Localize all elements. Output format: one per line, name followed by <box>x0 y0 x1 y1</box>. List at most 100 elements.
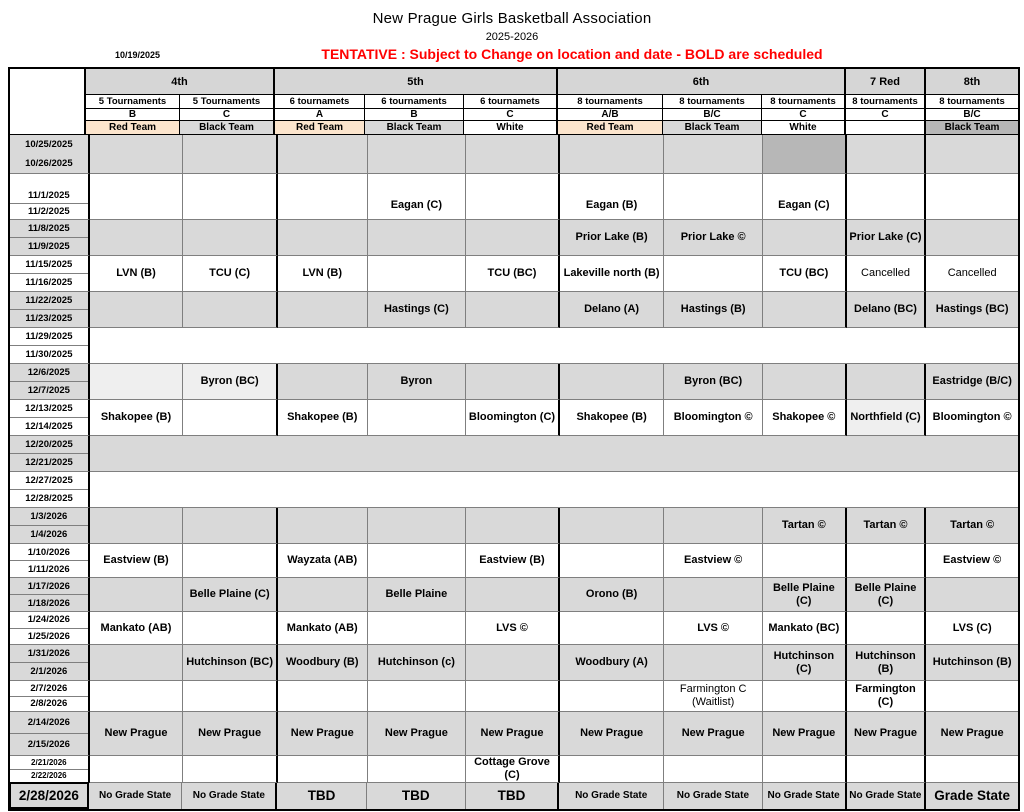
date-cell: 11/15/2025 11/16/2025 <box>10 256 90 292</box>
table-row: 11/22/2025 11/23/2025 Hastings (C) Delano… <box>10 292 1018 328</box>
table-row: 2/14/2026 2/15/2026 New Prague New Prague… <box>10 712 1018 756</box>
grade-group-5th: 5th <box>275 69 558 95</box>
schedule-cell <box>846 612 927 645</box>
table-row: 10/25/2025 10/26/2025 <box>10 135 1018 174</box>
date-label: 1/31/2026 <box>27 648 70 659</box>
schedule-cell: Eastridge (B/C) <box>926 364 1018 400</box>
schedule-cell <box>89 174 184 220</box>
letter-header-row: B C A B C A/B B/C C C B/C <box>86 109 1018 121</box>
schedule-cell <box>277 681 368 712</box>
schedule-cell: New Prague <box>926 712 1018 756</box>
schedule-cell <box>89 578 184 612</box>
schedule-cell: Prior Lake (C) <box>846 220 927 256</box>
schedule-cell <box>466 135 560 174</box>
schedule-cell <box>466 174 560 220</box>
schedule-cell <box>926 174 1018 220</box>
tournaments-col-1: 5 Tournaments <box>86 95 180 109</box>
date-label: 2/28/2026 <box>18 788 79 803</box>
schedule-cell <box>466 681 560 712</box>
schedule-cell <box>277 220 368 256</box>
date-cell: 1/10/2026 1/11/2026 <box>10 544 90 578</box>
schedule-cell <box>277 174 368 220</box>
schedule-cell: New Prague <box>762 712 847 756</box>
date-label: 11/2/2025 <box>10 203 88 219</box>
table-row: 1/31/2026 2/1/2026 Hutchinson (BC) Woodbu… <box>10 645 1018 681</box>
schedule-cell <box>183 681 278 712</box>
schedule-cell <box>277 292 368 328</box>
date-label: 11/16/2025 <box>10 273 88 291</box>
schedule-cell: Byron (BC) <box>664 364 763 400</box>
schedule-cell <box>89 364 184 400</box>
schedule-cell: Belle Plaine (C) <box>762 578 847 612</box>
date-label: 12/14/2025 <box>10 417 88 435</box>
schedule-cell: TCU (BC) <box>762 256 847 292</box>
schedule-cell: Northfield (C) <box>846 400 927 436</box>
letter-col-7: B/C <box>663 109 762 121</box>
schedule-cell <box>89 508 184 544</box>
schedule-cell: Delano (BC) <box>846 292 927 328</box>
schedule-cell: LVN (B) <box>89 256 184 292</box>
schedule-cell <box>846 544 927 578</box>
table-header: 4th 5th 6th 7 Red 8th 5 Tournaments 5 To… <box>10 69 1018 135</box>
schedule-cell <box>466 292 560 328</box>
date-label: 2/22/2026 <box>10 768 88 783</box>
date-label: 1/25/2026 <box>10 627 88 645</box>
schedule-cell: Eastview (B) <box>466 544 560 578</box>
schedule-cell <box>367 544 467 578</box>
tentative-notice: TENTATIVE : Subject to Change on locatio… <box>321 46 823 62</box>
date-label: 10/25/2025 <box>25 139 73 150</box>
grade-group-7red: 7 Red <box>846 69 926 95</box>
schedule-cell: Prior Lake © <box>664 220 763 256</box>
schedule-cell: Farmington (C) <box>846 681 927 712</box>
date-cell: 2/28/2026 <box>9 782 89 809</box>
grade-header-row: 4th 5th 6th 7 Red 8th <box>86 69 1018 95</box>
schedule-cell: Woodbury (B) <box>277 645 368 681</box>
schedule-cell: New Prague <box>183 712 278 756</box>
schedule-cell: TCU (BC) <box>466 256 560 292</box>
schedule-cell <box>89 681 184 712</box>
tournaments-col-4: 6 tournaments <box>365 95 464 109</box>
date-label: 2/14/2026 <box>27 717 70 728</box>
date-label: 11/23/2025 <box>10 309 88 327</box>
tournaments-header-row: 5 Tournaments 5 Tournaments 6 tournamets… <box>86 95 1018 109</box>
schedule-cell: Cottage Grove (C) <box>466 756 560 783</box>
tournaments-col-6: 8 tournaments <box>558 95 663 109</box>
schedule-cell <box>762 220 847 256</box>
schedule-cell: Eastview (B) <box>89 544 184 578</box>
schedule-cell: Hutchinson (BC) <box>183 645 278 681</box>
schedule-cell: LVS © <box>664 612 763 645</box>
schedule-cell: Hastings (B) <box>664 292 763 328</box>
table-row: 2/28/2026 No Grade State No Grade State TB… <box>9 782 1018 809</box>
schedule-cell <box>466 364 560 400</box>
date-label: 12/13/2025 <box>25 403 73 414</box>
schedule-cell <box>89 135 184 174</box>
notice-row: 10/19/2025 TENTATIVE : Subject to Change… <box>0 46 1024 63</box>
table-row: 1/17/2026 1/18/2026 Belle Plaine (C) Bell… <box>10 578 1018 612</box>
schedule-cell <box>762 756 847 783</box>
schedule-cell: TBD <box>366 783 466 809</box>
schedule-cell <box>762 544 847 578</box>
schedule-cell <box>183 508 278 544</box>
schedule-cell <box>277 756 368 783</box>
schedule-cell <box>367 400 467 436</box>
schedule-cell: Cancelled <box>846 256 927 292</box>
date-label: 12/20/2025 <box>25 439 73 450</box>
team-col-2: Black Team <box>180 121 275 135</box>
schedule-cell <box>466 645 560 681</box>
date-cell: 11/22/2025 11/23/2025 <box>10 292 90 328</box>
page-title: New Prague Girls Basketball Association <box>372 10 652 27</box>
grade-group-4th: 4th <box>86 69 275 95</box>
schedule-cell: Shakopee (B) <box>559 400 665 436</box>
letter-col-9: C <box>846 109 926 121</box>
schedule-cell <box>762 292 847 328</box>
schedule-cell <box>183 292 278 328</box>
schedule-cell: Tartan © <box>846 508 927 544</box>
schedule-cell: No Grade State <box>559 783 665 809</box>
schedule-cell: Belle Plaine <box>367 578 467 612</box>
schedule-cell <box>664 256 763 292</box>
schedule-cell: Byron (BC) <box>183 364 278 400</box>
schedule-cell: New Prague <box>89 712 184 756</box>
schedule-cell <box>664 174 763 220</box>
schedule-cell <box>664 756 763 783</box>
